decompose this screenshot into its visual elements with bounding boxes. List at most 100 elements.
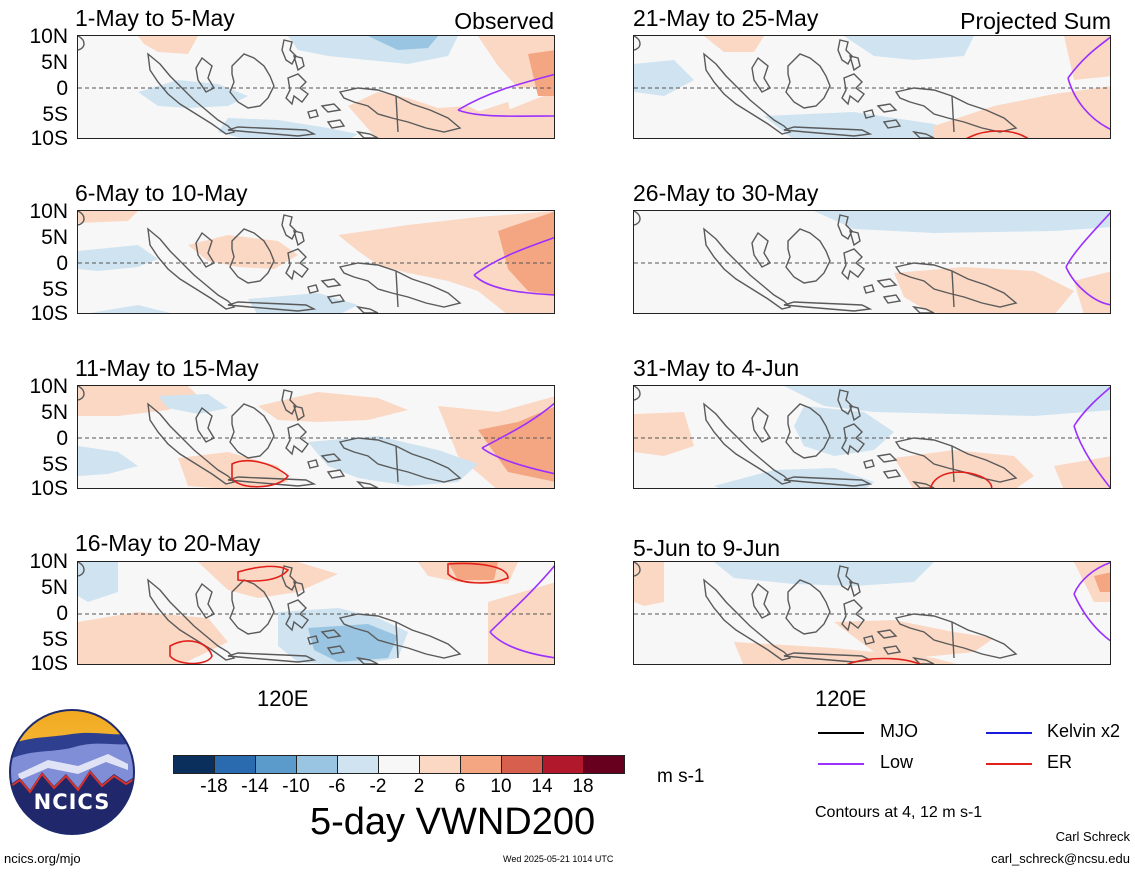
coastline <box>894 262 1018 308</box>
coastline <box>841 73 865 106</box>
colorbar-swatch <box>542 755 584 774</box>
coastline <box>307 459 319 469</box>
coastline <box>227 652 317 663</box>
coastline <box>785 53 831 109</box>
map-canvas <box>634 211 1110 313</box>
wave-contour <box>169 640 213 664</box>
coastline <box>894 613 1018 659</box>
panel-title-7: 31-May to 4-Jun <box>633 355 800 381</box>
wind-anomaly-shading <box>1054 456 1110 488</box>
wind-anomaly-shading <box>188 235 298 269</box>
coastline <box>355 130 379 138</box>
colorbar-tick-label: 14 <box>531 776 553 797</box>
coastline <box>837 565 853 592</box>
legend-label-er: ER <box>1047 752 1073 772</box>
lat-label-10s: 10S <box>30 652 68 675</box>
wind-anomaly-shading <box>634 412 694 456</box>
lat-label-eq: 0 <box>56 427 68 450</box>
wave-contour <box>1073 593 1110 642</box>
coastline <box>307 284 319 294</box>
wind-anomaly-shading <box>78 211 138 223</box>
wind-anomaly-shading <box>308 436 478 486</box>
coastline <box>195 56 215 93</box>
coastline <box>326 645 346 655</box>
colorbar-swatch <box>173 755 215 774</box>
wave-contour <box>1073 386 1110 427</box>
wind-anomaly-shading <box>634 562 664 606</box>
coastline <box>281 214 297 241</box>
coastline <box>634 562 641 577</box>
wave-contour <box>1065 212 1110 268</box>
wave-contour <box>1067 77 1110 130</box>
coastline <box>320 453 342 463</box>
coastline <box>195 406 215 443</box>
coastline <box>195 231 215 268</box>
lat-label-10s: 10S <box>30 477 68 500</box>
colorbar-tick-label: 18 <box>572 776 594 797</box>
wind-anomaly-shading <box>78 562 118 602</box>
coastline <box>285 73 309 106</box>
wave-contour <box>489 631 554 659</box>
wave-contour <box>473 236 554 276</box>
coastline <box>863 459 875 469</box>
coastline <box>841 248 865 281</box>
coastline <box>876 453 898 463</box>
legend-line-kelvin <box>986 732 1032 734</box>
coastline <box>326 119 346 129</box>
coastline <box>395 621 399 659</box>
coastline <box>703 227 792 310</box>
coastline <box>951 621 955 659</box>
coastline <box>876 278 898 288</box>
coastline <box>78 36 85 51</box>
lat-label-5n: 5N <box>41 401 68 424</box>
coastline <box>395 270 399 308</box>
wind-anomaly-shading <box>844 36 974 60</box>
wave-contour <box>1065 266 1110 306</box>
wave-contour <box>929 471 993 488</box>
coastline <box>911 305 935 313</box>
legend-line-mjo <box>818 732 864 734</box>
coastline <box>229 228 275 284</box>
coastline <box>848 230 861 247</box>
wave-contour <box>1073 562 1110 595</box>
wave-contour <box>457 73 554 111</box>
wind-anomaly-shading <box>1094 572 1110 592</box>
coastline <box>848 581 861 598</box>
coastline <box>863 284 875 294</box>
lat-label-10n: 10N <box>29 200 68 223</box>
map-panel-2 <box>77 210 555 314</box>
coastline <box>285 423 309 456</box>
footer-url[interactable]: ncics.org/mjo <box>4 851 81 866</box>
colorbar-tick-label: -6 <box>328 776 346 797</box>
colorbar-tick-label: 6 <box>454 776 466 797</box>
coastline <box>785 228 831 284</box>
panel-title-6: 26-May to 30-May <box>633 180 819 206</box>
coastline <box>783 126 873 137</box>
coastline <box>634 211 641 226</box>
wind-anomaly-shading <box>368 36 438 50</box>
wind-anomaly-shading <box>138 80 248 108</box>
lat-label-10s: 10S <box>30 127 68 150</box>
colorbar-tick-label: -10 <box>282 776 310 797</box>
legend-line-low <box>818 763 864 765</box>
coastline <box>338 87 462 133</box>
footer-timestamp: Wed 2025-05-21 1014 UTC <box>503 854 614 864</box>
coastline <box>78 211 85 226</box>
map-canvas <box>634 386 1110 488</box>
ncics-logo: NCICS <box>8 708 136 836</box>
coastline <box>911 656 935 664</box>
coastline <box>227 301 317 312</box>
coastline <box>78 562 85 577</box>
lat-label-5n: 5N <box>41 51 68 74</box>
coastline <box>281 565 297 592</box>
wind-anomaly-shading <box>478 406 554 482</box>
coastline <box>841 423 865 456</box>
wind-anomaly-shading <box>78 245 158 271</box>
coastline <box>307 109 319 119</box>
map-canvas <box>78 36 554 138</box>
footer-email[interactable]: carl_schreck@ncsu.edu <box>991 851 1130 866</box>
lat-label-5s: 5S <box>42 278 68 301</box>
coastline <box>195 582 215 619</box>
coastline <box>355 480 379 488</box>
legend-label-kelvin: Kelvin x2 <box>1047 721 1121 741</box>
